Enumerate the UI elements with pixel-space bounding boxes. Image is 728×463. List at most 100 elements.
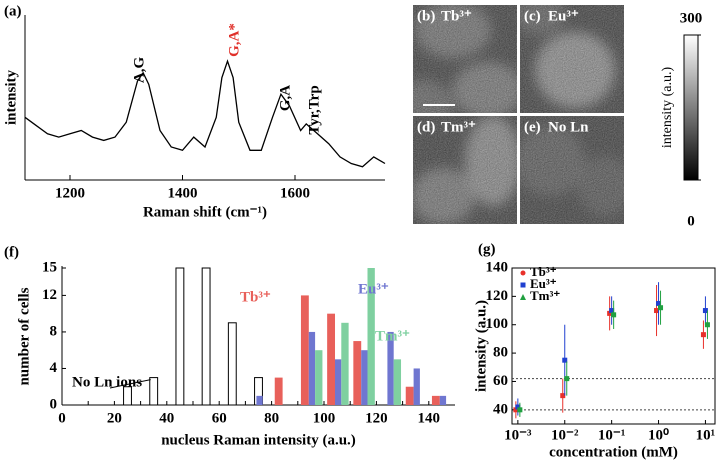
y-tick-label: 12 xyxy=(42,287,57,303)
bar xyxy=(256,395,263,405)
annotation: G,A* xyxy=(226,23,242,57)
image-content xyxy=(520,116,624,224)
y-axis-label: intensity xyxy=(3,70,19,126)
y-axis-label: intensity (a.u.) xyxy=(473,300,489,392)
x-tick-label: 120 xyxy=(365,410,388,426)
panel-label: (d) xyxy=(417,119,435,135)
y-tick-label: 120 xyxy=(486,288,509,304)
x-tick-label: 60 xyxy=(212,410,227,426)
bar xyxy=(201,267,211,406)
x-tick-label: 10⁻¹ xyxy=(598,427,625,443)
x-tick-label: 140 xyxy=(418,410,441,426)
colorbar-tick-label: 300 xyxy=(680,10,703,26)
x-axis-label: nucleus Raman intensity (a.u.) xyxy=(161,432,356,448)
noise xyxy=(520,5,624,113)
colorbar xyxy=(683,34,699,181)
y-tick-label: 8 xyxy=(50,323,58,339)
x-tick-label: 1200 xyxy=(55,185,85,201)
bar xyxy=(361,350,368,405)
point xyxy=(564,376,570,382)
x-tick-label: 80 xyxy=(264,410,279,426)
x-tick-label: 10¹ xyxy=(696,427,716,443)
x-tick-label: 10⁻³ xyxy=(504,427,532,443)
bar xyxy=(431,395,440,405)
bar xyxy=(315,350,323,405)
y-tick-label: 100 xyxy=(486,316,509,332)
legend-label: Tb³⁺ xyxy=(530,264,557,279)
colorbar-label: intensity (a.u.) xyxy=(660,67,675,149)
micrograph: (c) Eu³⁺ xyxy=(520,5,624,113)
panel-label: (b) xyxy=(417,8,435,24)
image-content xyxy=(520,5,624,113)
y-tick-label: 0 xyxy=(50,396,58,412)
x-tick-label: 20 xyxy=(107,410,122,426)
y-tick-label: 4 xyxy=(50,360,58,376)
bar xyxy=(353,341,362,405)
series-label: Tb³⁺ xyxy=(240,289,271,305)
panel-label: (a) xyxy=(4,3,22,19)
bar xyxy=(335,359,342,405)
x-tick-label: 1400 xyxy=(168,185,198,201)
point xyxy=(562,357,568,363)
legend-marker xyxy=(520,270,526,276)
y-tick-label: 60 xyxy=(493,373,508,389)
bar xyxy=(149,377,159,406)
point xyxy=(611,312,617,318)
bar xyxy=(227,322,237,406)
legend-label: Tm³⁺ xyxy=(530,288,560,303)
panel-label: (f) xyxy=(4,244,19,260)
image-label: Tb³⁺ xyxy=(441,8,472,24)
bar xyxy=(308,331,316,405)
x-axis-label: concentration (mM) xyxy=(549,444,678,460)
bar xyxy=(413,368,420,405)
annotation: Tyr,Trp xyxy=(306,85,322,134)
y-tick-label: 15 xyxy=(42,259,57,275)
bar xyxy=(387,331,394,405)
label-pointer xyxy=(109,379,151,389)
image-label: No Ln xyxy=(548,119,589,135)
bar xyxy=(175,267,185,406)
plot-frame xyxy=(511,267,716,425)
noise xyxy=(520,116,624,224)
annotation: G,A xyxy=(277,85,293,111)
point xyxy=(607,310,613,316)
x-tick-label: 10⁰ xyxy=(648,427,669,443)
micrograph: (e) No Ln xyxy=(520,116,624,224)
bar xyxy=(123,386,132,406)
y-tick-label: 140 xyxy=(486,259,509,275)
series-label: Tm³⁺ xyxy=(375,328,410,344)
x-tick-label: 40 xyxy=(159,410,174,426)
point xyxy=(609,308,615,314)
y-axis-label: number of cells xyxy=(16,287,32,385)
point xyxy=(654,308,660,314)
point xyxy=(700,332,706,338)
spectrum xyxy=(24,59,386,168)
x-tick-label: 0 xyxy=(58,410,66,426)
point xyxy=(517,407,523,413)
bar xyxy=(274,377,283,405)
point xyxy=(702,308,708,314)
bar xyxy=(341,322,349,405)
micrograph: (d) Tm³⁺ xyxy=(413,116,517,224)
panel-label: (c) xyxy=(524,8,541,24)
legend-marker xyxy=(520,294,526,300)
image-content xyxy=(413,116,517,224)
image-label: Eu³⁺ xyxy=(548,8,579,24)
point xyxy=(513,407,519,413)
bar xyxy=(327,313,336,405)
bar xyxy=(439,395,447,405)
point xyxy=(656,300,662,306)
point xyxy=(515,404,521,410)
x-tick-label: 10⁻² xyxy=(551,427,579,443)
annotation: A,G xyxy=(131,57,147,84)
colorbar-tick-label: 0 xyxy=(687,213,695,229)
series-label: Eu³⁺ xyxy=(358,281,389,297)
y-tick-label: 40 xyxy=(493,401,508,417)
micrograph: (b) Tb³⁺ xyxy=(413,5,517,113)
point xyxy=(560,393,566,399)
point xyxy=(658,305,664,311)
image-label: Tm³⁺ xyxy=(441,119,476,135)
noise xyxy=(413,5,517,113)
legend-marker xyxy=(520,282,526,288)
